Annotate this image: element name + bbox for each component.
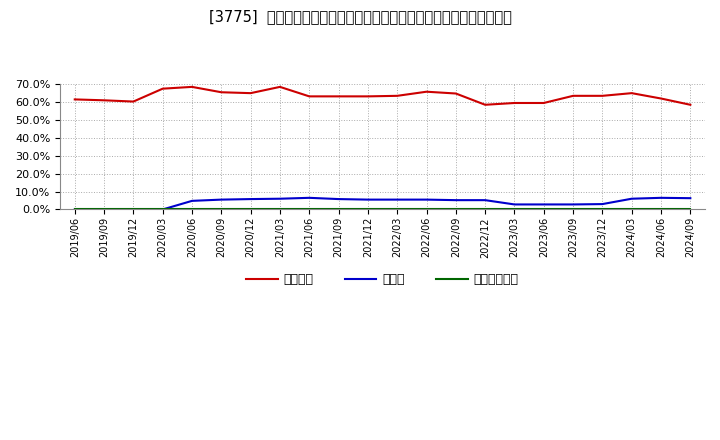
自己資本 — [539, 100, 548, 106]
のれん — [451, 198, 460, 203]
自己資本 — [217, 90, 225, 95]
のれん — [246, 196, 255, 202]
のれん — [598, 202, 607, 207]
のれん — [510, 202, 519, 207]
繰延税金資産 — [71, 207, 79, 212]
自己資本 — [393, 93, 402, 99]
自己資本 — [100, 98, 109, 103]
のれん — [364, 197, 372, 202]
繰延税金資産 — [481, 207, 490, 212]
自己資本 — [364, 94, 372, 99]
繰延税金資産 — [129, 207, 138, 212]
自己資本 — [598, 93, 607, 99]
Text: [3775]  自己資本、のれん、繰延税金資産の総資産に対する比率の推移: [3775] 自己資本、のれん、繰延税金資産の総資産に対する比率の推移 — [209, 9, 511, 24]
自己資本 — [627, 91, 636, 96]
繰延税金資産 — [393, 207, 402, 212]
繰延税金資産 — [217, 207, 225, 212]
自己資本 — [569, 93, 577, 99]
Legend: 自己資本, のれん, 繰延税金資産: 自己資本, のれん, 繰延税金資産 — [241, 268, 523, 291]
自己資本 — [305, 94, 314, 99]
繰延税金資産 — [627, 207, 636, 212]
繰延税金資産 — [451, 207, 460, 212]
Line: のれん: のれん — [75, 198, 690, 209]
繰延税金資産 — [657, 207, 665, 212]
のれん — [334, 196, 343, 202]
自己資本 — [188, 84, 197, 89]
自己資本 — [510, 100, 519, 106]
のれん — [657, 195, 665, 201]
繰延税金資産 — [276, 207, 284, 212]
のれん — [627, 196, 636, 202]
のれん — [539, 202, 548, 207]
自己資本 — [451, 91, 460, 96]
のれん — [569, 202, 577, 207]
繰延税金資産 — [334, 207, 343, 212]
のれん — [129, 207, 138, 212]
のれん — [100, 207, 109, 212]
自己資本 — [686, 102, 695, 107]
のれん — [481, 198, 490, 203]
のれん — [686, 195, 695, 201]
自己資本 — [422, 89, 431, 94]
繰延税金資産 — [188, 207, 197, 212]
繰延税金資産 — [305, 207, 314, 212]
のれん — [188, 198, 197, 204]
繰延税金資産 — [569, 207, 577, 212]
繰延税金資産 — [539, 207, 548, 212]
のれん — [276, 196, 284, 202]
のれん — [393, 197, 402, 202]
自己資本 — [481, 102, 490, 107]
Line: 自己資本: 自己資本 — [75, 87, 690, 105]
繰延税金資産 — [246, 207, 255, 212]
のれん — [305, 195, 314, 201]
繰延税金資産 — [598, 207, 607, 212]
自己資本 — [334, 94, 343, 99]
繰延税金資産 — [510, 207, 519, 212]
繰延税金資産 — [364, 207, 372, 212]
繰延税金資産 — [158, 207, 167, 212]
繰延税金資産 — [422, 207, 431, 212]
のれん — [422, 197, 431, 202]
のれん — [71, 207, 79, 212]
自己資本 — [129, 99, 138, 104]
自己資本 — [276, 84, 284, 89]
のれん — [217, 197, 225, 202]
繰延税金資産 — [686, 207, 695, 212]
のれん — [158, 207, 167, 212]
繰延税金資産 — [100, 207, 109, 212]
自己資本 — [158, 86, 167, 92]
自己資本 — [71, 97, 79, 102]
自己資本 — [246, 91, 255, 96]
自己資本 — [657, 96, 665, 101]
